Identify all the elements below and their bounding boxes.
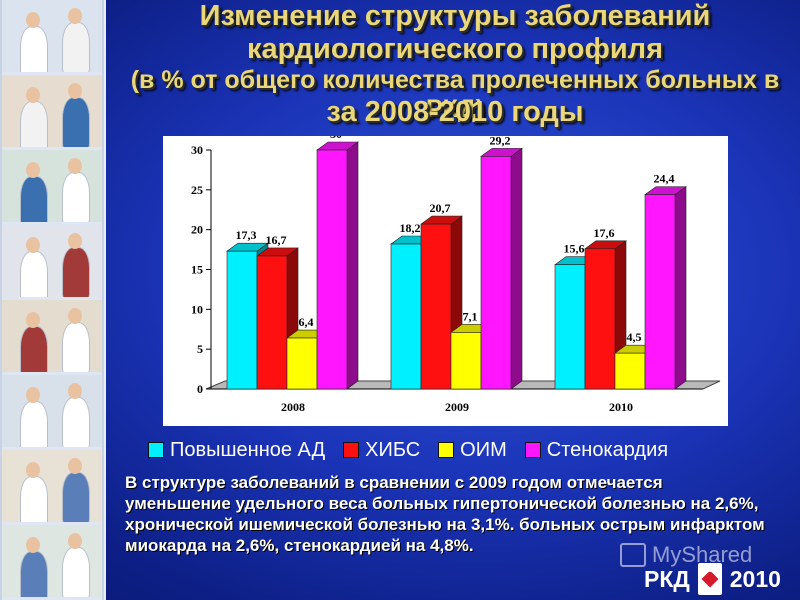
bar — [390, 243, 422, 390]
bar-side — [346, 141, 359, 390]
x-tick-label: 2008 — [281, 400, 305, 414]
y-tick-label: 30 — [191, 143, 203, 157]
bar — [480, 156, 512, 390]
bar — [614, 352, 646, 390]
legend-label: Повышенное АД — [170, 438, 326, 461]
photo-strip — [0, 0, 106, 600]
data-label: 29,2 — [490, 136, 511, 147]
data-label: 4,5 — [627, 330, 642, 344]
watermark: MyShared — [620, 540, 752, 570]
watermark-text: MyShared — [652, 542, 753, 567]
staff-photo — [2, 150, 102, 225]
title-line-2: кардиологического профиля — [246, 33, 664, 65]
bar — [256, 255, 288, 390]
bar — [286, 337, 318, 390]
legend-item: Стенокардия — [524, 438, 669, 462]
legend-swatch — [343, 442, 360, 458]
y-tick-label: 5 — [197, 342, 203, 356]
title-line-1: Изменение структуры заболеваний — [199, 0, 711, 32]
data-label: 24,4 — [654, 172, 675, 186]
legend-label: Стенокардия — [546, 438, 669, 461]
y-tick-label: 20 — [191, 223, 203, 237]
summary-text: В структуре заболеваний в сравнении с 20… — [125, 473, 765, 555]
bar-chart: 0 5 10 15 20 25 30 17,3 16,7 6,4 30 2008 18,2 20,7 7,1… — [191, 136, 721, 414]
staff-photo — [2, 225, 102, 300]
bar-side — [510, 147, 523, 390]
title-line-4: за 2008-2010 годы — [326, 96, 584, 128]
org-logo — [697, 563, 722, 595]
data-label: 16,7 — [266, 233, 287, 247]
legend-swatch — [524, 442, 541, 458]
data-label: 30 — [330, 136, 342, 141]
x-tick-label: 2009 — [445, 400, 469, 414]
y-tick-label: 0 — [197, 382, 203, 396]
heart-icon — [701, 570, 719, 588]
bar — [584, 248, 616, 390]
data-label: 15,6 — [564, 242, 585, 256]
data-label: 20,7 — [430, 201, 451, 215]
data-label: 6,4 — [299, 315, 314, 329]
staff-photo — [2, 525, 102, 600]
legend-swatch — [148, 442, 164, 458]
data-label: 17,3 — [236, 228, 257, 242]
staff-photo — [2, 0, 102, 75]
legend-label: ХИБС — [365, 438, 421, 461]
y-tick-label: 10 — [191, 302, 203, 316]
staff-photo — [2, 375, 102, 450]
bar — [554, 264, 586, 390]
staff-photo — [2, 75, 102, 150]
legend-item: Повышенное АД — [148, 439, 325, 462]
legend-swatch — [438, 442, 455, 458]
footer-org: РКД — [644, 565, 690, 592]
chart-panel: 0 5 10 15 20 25 30 17,3 16,7 6,4 30 2008 18,2 20,7 7,1… — [163, 136, 728, 426]
bar — [226, 250, 258, 390]
legend-label: ОИМ — [460, 438, 507, 461]
bar — [316, 149, 348, 390]
bar — [644, 194, 676, 390]
footer: РКД 2010 — [644, 562, 781, 596]
x-tick-label: 2010 — [609, 400, 633, 414]
data-label: 7,1 — [463, 309, 478, 323]
title-line-3: (в % от общего количества пролеченных бо… — [130, 66, 780, 123]
staff-photo — [2, 450, 102, 525]
data-label: 17,6 — [594, 226, 615, 240]
y-tick-label: 15 — [191, 263, 203, 277]
chart-legend: Повышенное АД ХИБС ОИМ Стенокардия — [148, 436, 768, 464]
legend-item: ОИМ — [438, 439, 507, 462]
bar — [420, 223, 452, 390]
presentation-icon — [620, 543, 646, 567]
legend-item: ХИБС — [343, 439, 420, 462]
data-label: 18,2 — [400, 221, 421, 235]
bar — [450, 332, 482, 390]
footer-year: 2010 — [729, 565, 781, 592]
bar-side — [674, 186, 687, 390]
staff-photo — [2, 300, 102, 375]
y-tick-label: 25 — [191, 183, 203, 197]
